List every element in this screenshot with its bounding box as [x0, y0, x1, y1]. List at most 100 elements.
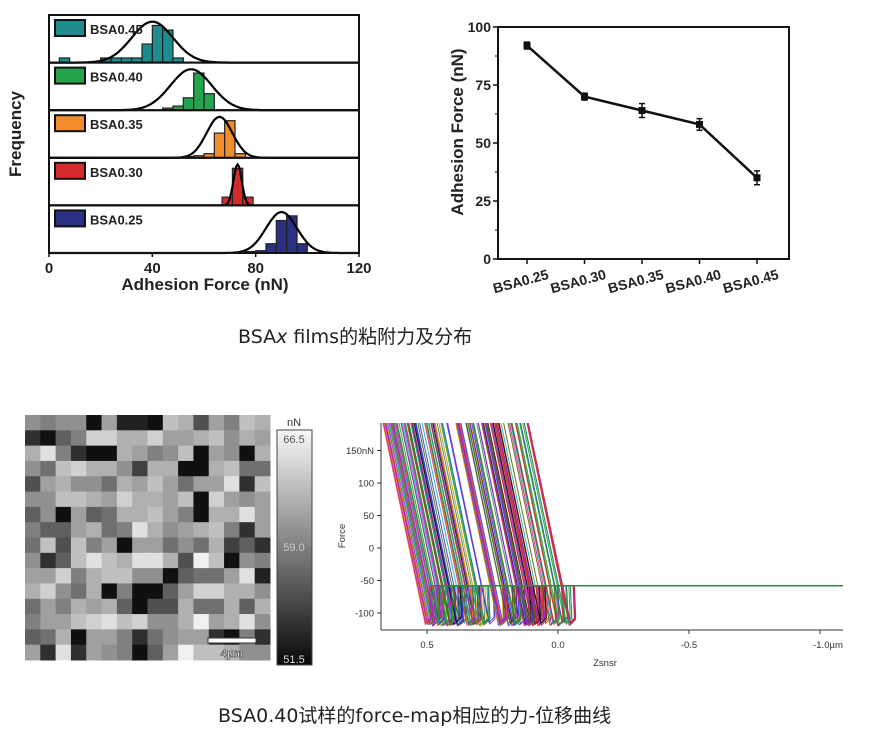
heatmap-cell: [224, 552, 240, 569]
heatmap-cell: [101, 598, 118, 615]
heatmap-cell: [116, 506, 133, 523]
heatmap-cell: [86, 537, 103, 554]
heatmap-cell: [162, 522, 179, 538]
heatmap-cell: [40, 491, 57, 508]
heatmap-cell: [101, 629, 118, 646]
heatmap-cell: [101, 430, 118, 447]
y-tick-label: 0: [369, 544, 374, 555]
heatmap-cell: [239, 460, 256, 477]
heatmap-cell: [162, 568, 179, 584]
heatmap-cell: [132, 476, 148, 493]
colorbar-tick-label: 51.5: [283, 654, 304, 666]
heatmap-cell: [132, 614, 148, 630]
heatmap-cell: [162, 430, 179, 447]
heatmap-cell: [208, 506, 225, 523]
heatmap-cell: [86, 491, 103, 508]
y-tick-label: 75: [475, 77, 491, 93]
heatmap-cell: [193, 614, 210, 630]
heatmap-cell: [25, 552, 41, 569]
legend-swatch: [54, 66, 86, 85]
heatmap-cell: [101, 476, 118, 493]
heatmap-cell: [178, 476, 194, 493]
x-tick-label: 40: [144, 260, 161, 277]
force-curve: [510, 423, 843, 624]
heatmap-cell: [208, 476, 225, 493]
heatmap-cell: [132, 583, 148, 600]
heatmap-cell: [25, 460, 41, 477]
heatmap-cell: [40, 476, 57, 493]
heatmap-cell: [40, 598, 57, 615]
heatmap-cell: [25, 415, 41, 431]
scale-bar: [207, 637, 257, 644]
heatmap-cell: [162, 598, 179, 615]
heatmap-cell: [208, 644, 225, 661]
x-tick-label: -0.5: [681, 640, 697, 651]
heatmap-cell: [224, 415, 240, 431]
heatmap-cell: [178, 629, 194, 646]
heatmap-cell: [132, 430, 148, 447]
heatmap-cell: [224, 460, 240, 477]
heatmap-cell: [70, 568, 87, 584]
heatmap-cell: [208, 614, 225, 630]
heatmap-cell: [254, 476, 271, 493]
adhesion-line-panel: 0 25 50 75 100 BSA0.25BSA0.30BSA0.35BSA0.40BS…: [448, 19, 790, 296]
heatmap-cell: [101, 644, 118, 661]
heatmap-cell: [40, 445, 57, 462]
heatmap-cell: [55, 506, 72, 523]
heatmap-cell: [239, 522, 256, 538]
heatmap-cell: [55, 598, 72, 615]
heatmap-cell: [70, 506, 87, 523]
heatmap-cell: [178, 583, 194, 600]
heatmap-cell: [162, 445, 179, 462]
heatmap-cell: [193, 506, 210, 523]
heatmap-cell: [25, 583, 41, 600]
heatmap-cell: [55, 583, 72, 600]
legend-swatch: [54, 161, 86, 180]
heatmap-cell: [239, 476, 256, 493]
heatmap-cell: [116, 537, 133, 554]
heatmap-cell: [224, 491, 240, 508]
scale-bar-label: 4μm: [221, 648, 244, 660]
y-tick-label: 100: [358, 479, 374, 490]
heatmap-cell: [193, 552, 210, 569]
heatmap-cell: [193, 522, 210, 538]
heatmap-cell: [25, 430, 41, 447]
heatmap-cell: [70, 614, 87, 630]
y-tick-label: 25: [475, 193, 491, 209]
caption-suffix: films的粘附力及分布: [287, 326, 473, 348]
heatmap-cell: [101, 506, 118, 523]
heatmap-cell: [193, 460, 210, 477]
heatmap-cell: [224, 506, 240, 523]
colorbar: [276, 429, 313, 666]
heatmap-cell: [208, 522, 225, 538]
heatmap-cell: [147, 476, 164, 493]
x-tick-label: 120: [346, 260, 371, 277]
heatmap-cell: [254, 430, 271, 447]
heatmap-cell: [55, 552, 72, 569]
legend-label: BSA0.25: [90, 212, 143, 227]
heatmap-cell: [254, 491, 271, 508]
heatmap-cell: [193, 644, 210, 661]
heatmap-cell: [193, 415, 210, 431]
heatmap-cell: [147, 491, 164, 508]
heatmap-cell: [132, 460, 148, 477]
heatmap-cell: [193, 537, 210, 554]
force-map-panel: 4μm nN 66.5 59.0 51.5: [25, 415, 313, 666]
y-tick-label: 50: [363, 511, 374, 522]
heatmap-cell: [116, 415, 133, 431]
heatmap-cell: [147, 537, 164, 554]
heatmap-cell: [193, 568, 210, 584]
heatmap-cell: [25, 629, 41, 646]
heatmap-cell: [132, 537, 148, 554]
heatmap-cell: [101, 491, 118, 508]
heatmap-cell: [86, 552, 103, 569]
heatmap-cell: [239, 537, 256, 554]
heatmap-cell: [40, 430, 57, 447]
histogram-bar: [213, 132, 226, 159]
heatmap-cell: [147, 522, 164, 538]
histogram-bar: [182, 97, 195, 111]
heatmap-cell: [147, 568, 164, 584]
heatmap-cell: [239, 552, 256, 569]
heatmap-cell: [116, 552, 133, 569]
